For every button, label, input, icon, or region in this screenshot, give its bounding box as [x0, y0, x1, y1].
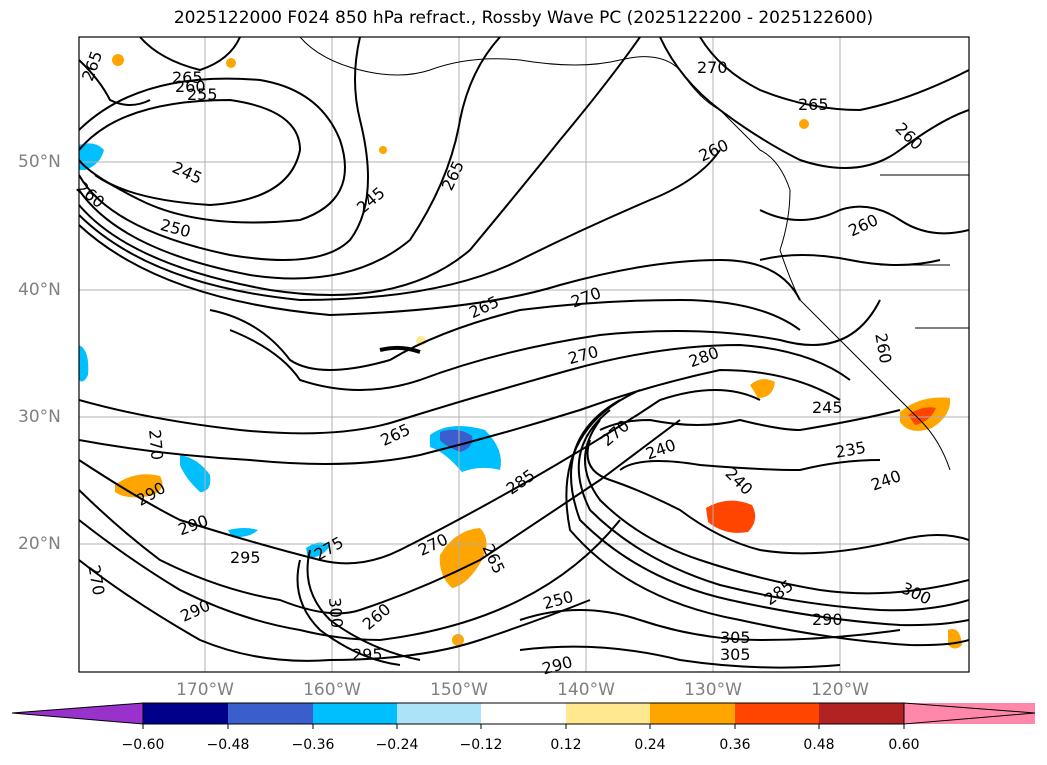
colorbar-swatch — [566, 703, 650, 724]
map-content — [79, 37, 969, 672]
lat-label: 40°N — [18, 280, 61, 300]
colorbar-swatch — [481, 703, 566, 724]
contour-label: 300 — [325, 597, 347, 629]
colorbar-extend-min — [11, 702, 144, 725]
lat-label: 50°N — [18, 152, 61, 172]
colorbar-tick-label: 0.24 — [634, 737, 666, 753]
colorbar — [11, 702, 1036, 729]
lon-label: 120°W — [811, 680, 869, 700]
positive-anomaly-patch — [799, 119, 809, 129]
colorbar-swatch — [819, 703, 904, 724]
lat-label: 30°N — [18, 407, 61, 427]
colorbar-tick-label: 0.36 — [719, 737, 751, 753]
graticule — [79, 37, 969, 672]
lat-label: 20°N — [18, 534, 61, 554]
refractivity-contours — [79, 37, 969, 669]
negative-anomaly-patch — [228, 528, 258, 538]
negative-anomaly-patch — [180, 455, 211, 492]
colorbar-tick-label: −0.48 — [206, 737, 250, 753]
colorbar-swatch — [397, 703, 481, 724]
negative-anomaly-patch — [79, 345, 89, 382]
negative-anomaly-patch — [306, 542, 330, 558]
lon-label: 160°W — [303, 680, 361, 700]
colorbar-swatch — [228, 703, 313, 724]
positive-anomaly-patch — [112, 54, 124, 66]
colorbar-tick-label: −0.24 — [375, 737, 419, 753]
contour-label: 295 — [352, 645, 383, 664]
colorbar-tick-label: −0.36 — [291, 737, 335, 753]
lon-label: 150°W — [430, 680, 488, 700]
colorbar-swatch — [143, 703, 228, 724]
positive-anomaly-patch — [452, 634, 464, 646]
contour-label: 260 — [175, 77, 206, 96]
positive-anomaly-patch — [908, 407, 936, 425]
lon-label: 170°W — [176, 680, 234, 700]
contour-label: 265 — [798, 95, 829, 114]
positive-anomaly-patch — [706, 500, 756, 533]
colorbar-swatch — [735, 703, 819, 724]
colorbar-tick-label: −0.60 — [121, 737, 165, 753]
contour-label: 265 — [172, 68, 203, 87]
map-title: 2025122000 F024 850 hPa refract., Rossby… — [173, 8, 874, 28]
lon-label: 140°W — [557, 680, 615, 700]
colorbar-tick-label: −0.12 — [459, 737, 503, 753]
colorbar-frame — [142, 702, 905, 725]
contour-label: 305 — [720, 628, 751, 647]
colorbar-swatch — [313, 703, 397, 724]
positive-anomaly-patch — [115, 474, 163, 498]
contour-label: 270 — [697, 58, 728, 77]
contour-label: 290 — [812, 610, 843, 629]
map-frame — [78, 36, 970, 673]
contour-label: 255 — [187, 85, 218, 104]
negative-anomaly-patch — [79, 143, 104, 170]
colorbar-swatch — [650, 703, 735, 724]
positive-anomaly-patch — [750, 379, 775, 398]
lon-label: 130°W — [684, 680, 742, 700]
contour-label: 245 — [812, 398, 843, 417]
positive-anomaly-patch — [226, 58, 236, 68]
colorbar-tick-label: 0.48 — [803, 737, 835, 753]
contour-label: 295 — [230, 548, 261, 567]
coastline — [299, 37, 969, 471]
contour-label: 305 — [720, 645, 751, 664]
colorbar-tick-label: 0.60 — [888, 737, 920, 753]
negative-anomaly-patch — [440, 429, 473, 452]
positive-anomaly-patch — [379, 146, 387, 154]
colorbar-tick-label: 0.12 — [550, 737, 582, 753]
contour-label: 270 — [145, 429, 167, 461]
